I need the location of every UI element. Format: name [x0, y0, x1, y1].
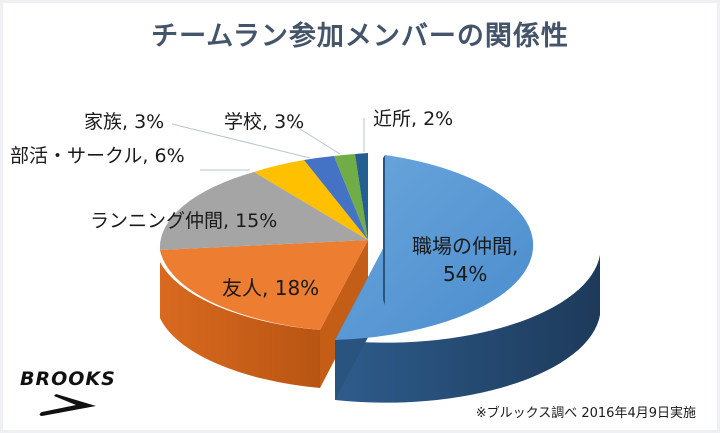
pie-rest [159, 153, 368, 388]
slice-running[interactable] [159, 172, 368, 250]
label-club: 部活・サークル, 6% [10, 145, 185, 167]
label-neighborhood: 近所, 2% [373, 108, 454, 130]
brooks-logo: BROOKS [20, 368, 118, 418]
slice-side-workplace [335, 255, 600, 403]
chart-title: チームラン参加メンバーの関係性 [151, 21, 569, 52]
brooks-chevron-icon [39, 394, 96, 416]
slice-school[interactable] [334, 154, 368, 240]
label-family: 家族, 3% [84, 111, 165, 133]
slice-friends[interactable] [160, 240, 368, 330]
pie-workplace [335, 155, 600, 403]
label-workplace: 職場の仲間, 54% [412, 234, 519, 286]
label-school: 学校, 3% [224, 111, 305, 133]
label-running: ランニング仲間, 15% [90, 210, 278, 232]
slice-neighborhood[interactable] [355, 153, 368, 240]
slice-club[interactable] [254, 160, 368, 240]
slice-family[interactable] [304, 156, 368, 240]
label-friends: 友人, 18% [222, 276, 320, 300]
slice-side-friends [160, 262, 320, 388]
source-note: ※ブルックス調べ 2016年4月9日実施 [475, 406, 696, 421]
leader-lines [171, 118, 365, 171]
slice-cut-friends [320, 240, 368, 388]
